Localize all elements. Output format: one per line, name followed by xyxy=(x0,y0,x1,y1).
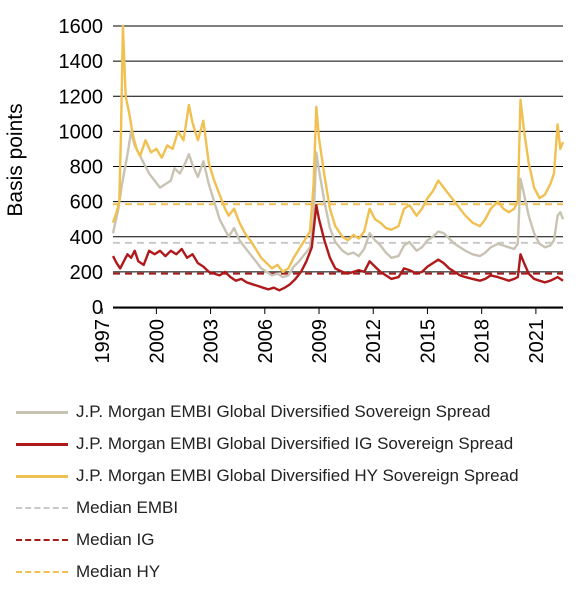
y-tick-label: 1400 xyxy=(59,51,104,73)
x-tick-label: 2006 xyxy=(255,319,277,364)
legend-label: J.P. Morgan EMBI Global Diversified HY S… xyxy=(76,466,519,485)
line-chart: 0 200 400 600 800 1000 1200 1400 1600 1997 2000 20… xyxy=(4,16,565,364)
series-line-1 xyxy=(111,203,564,292)
y-tick-label: 1000 xyxy=(59,121,104,143)
y-tick-label: 600 xyxy=(70,192,103,214)
legend-label: Median EMBI xyxy=(76,498,179,517)
legend-item: Median HY xyxy=(12,556,572,588)
x-tick-label: 2015 xyxy=(417,319,439,364)
legend-item: Median EMBI xyxy=(12,492,572,524)
legend-label: Median IG xyxy=(76,530,155,549)
legend-swatch xyxy=(16,410,68,414)
x-tick-label: 2003 xyxy=(201,319,223,364)
legend-label: J.P. Morgan EMBI Global Diversified IG S… xyxy=(76,434,514,453)
series-lines xyxy=(111,24,565,292)
legend-swatch xyxy=(16,507,68,509)
legend-label: Median HY xyxy=(76,562,161,581)
x-tick-label: 2021 xyxy=(526,319,548,364)
legend-item: J.P. Morgan EMBI Global Diversified HY S… xyxy=(12,460,572,492)
series-line-0 xyxy=(111,130,565,279)
y-tick-labels: 0 200 400 600 800 1000 1200 1400 1600 xyxy=(59,16,104,319)
x-tick-labels: 1997 2000 2003 2006 2009 2012 2015 2018 2021 xyxy=(92,319,548,364)
legend: J.P. Morgan EMBI Global Diversified Sove… xyxy=(12,396,572,588)
legend-swatch xyxy=(16,571,68,573)
series-line-2 xyxy=(111,24,565,274)
x-tick-label: 2000 xyxy=(146,319,168,364)
legend-label: J.P. Morgan EMBI Global Diversified Sove… xyxy=(76,402,491,421)
x-tick-label: 2018 xyxy=(472,319,494,364)
gridlines xyxy=(113,25,563,308)
legend-swatch xyxy=(16,442,68,446)
y-tick-label: 800 xyxy=(70,157,103,179)
legend-swatch xyxy=(16,539,68,541)
x-tick-label: 2012 xyxy=(363,319,385,364)
x-tick-label: 1997 xyxy=(92,319,114,364)
y-axis-label: Basis points xyxy=(4,103,27,216)
y-tick-label: 1600 xyxy=(59,16,104,38)
y-tick-label: 400 xyxy=(70,227,103,249)
x-axis xyxy=(101,307,563,314)
x-tick-label: 2009 xyxy=(309,319,331,364)
legend-swatch xyxy=(16,474,68,478)
legend-item: J.P. Morgan EMBI Global Diversified Sove… xyxy=(12,396,572,428)
y-tick-label: 200 xyxy=(70,262,103,284)
legend-item: Median IG xyxy=(12,524,572,556)
legend-item: J.P. Morgan EMBI Global Diversified IG S… xyxy=(12,428,572,460)
y-tick-label: 1200 xyxy=(59,86,104,108)
y-tick-label: 0 xyxy=(92,297,103,319)
